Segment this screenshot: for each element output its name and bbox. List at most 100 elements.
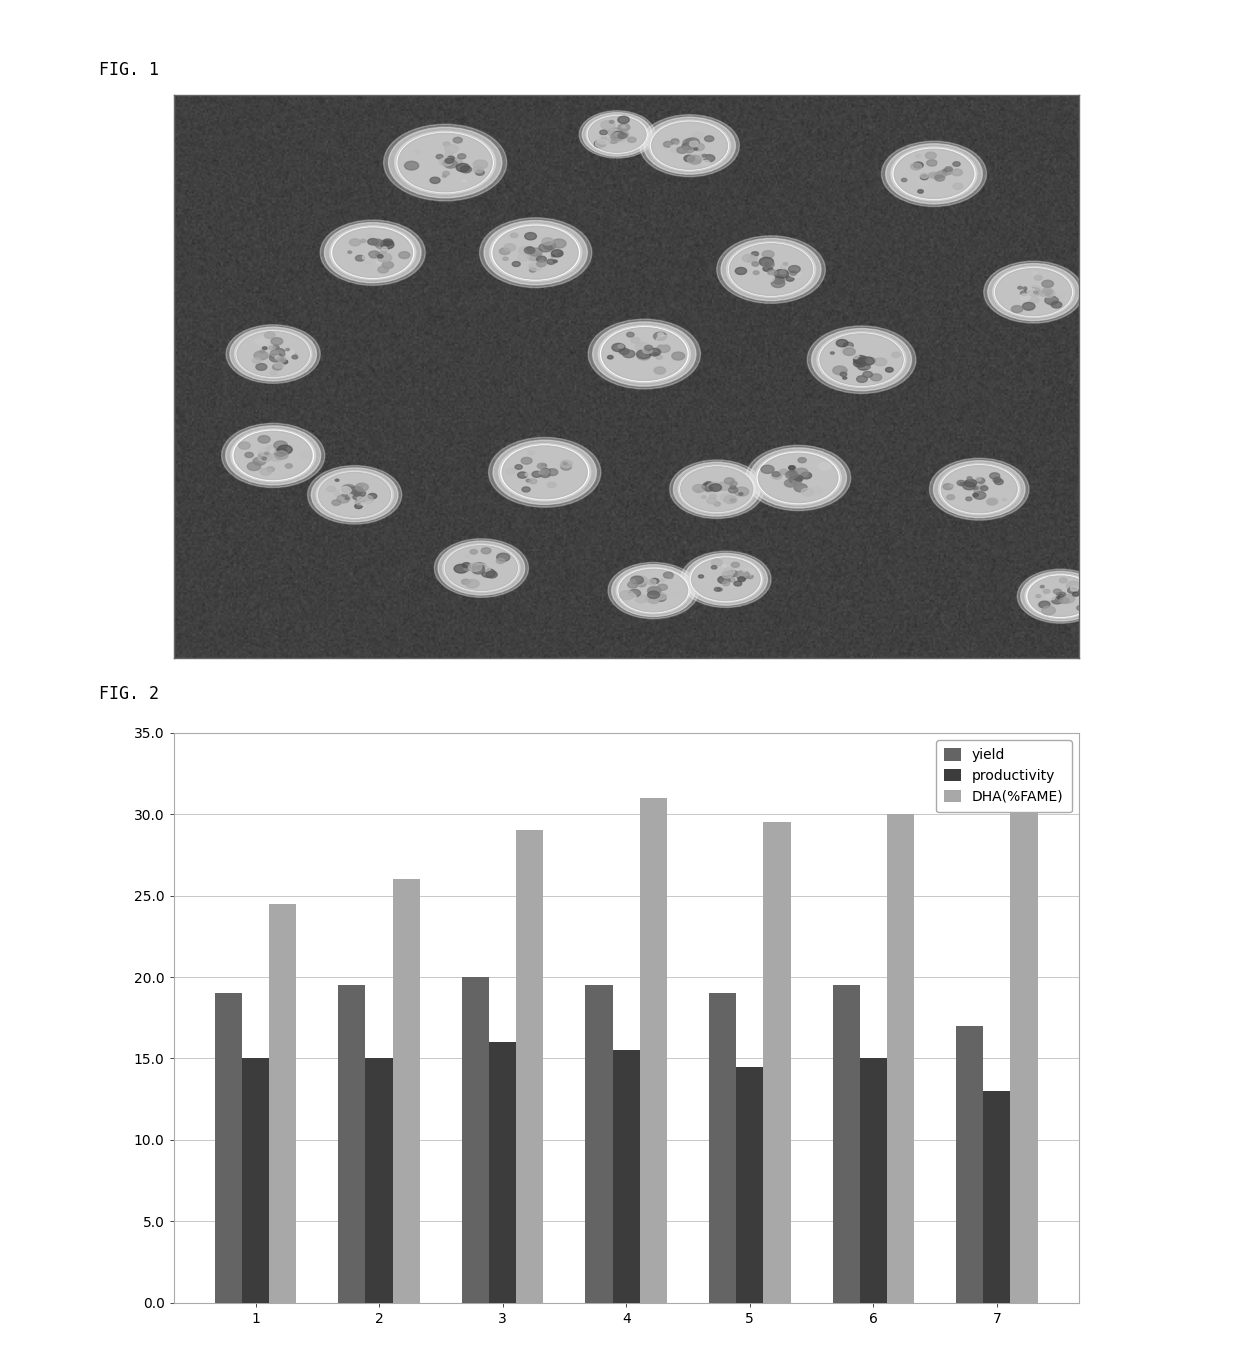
Circle shape	[1003, 498, 1007, 501]
Circle shape	[919, 179, 928, 185]
Circle shape	[255, 455, 259, 456]
Circle shape	[926, 160, 937, 166]
Circle shape	[758, 452, 839, 503]
Bar	[709, 993, 737, 1303]
Circle shape	[1049, 601, 1053, 603]
Circle shape	[723, 578, 730, 582]
Circle shape	[601, 327, 687, 380]
Circle shape	[526, 474, 531, 476]
Circle shape	[382, 247, 387, 250]
Circle shape	[651, 578, 658, 584]
Circle shape	[233, 430, 314, 480]
Circle shape	[1060, 597, 1069, 604]
Circle shape	[267, 467, 274, 472]
Circle shape	[670, 460, 764, 518]
Circle shape	[474, 160, 487, 168]
Circle shape	[771, 280, 785, 288]
Circle shape	[381, 250, 387, 254]
Circle shape	[472, 166, 484, 172]
Circle shape	[910, 163, 921, 170]
Circle shape	[335, 479, 339, 482]
Circle shape	[759, 453, 838, 502]
Circle shape	[682, 142, 693, 149]
Circle shape	[357, 497, 363, 501]
Circle shape	[842, 346, 856, 356]
Circle shape	[693, 484, 706, 493]
Circle shape	[1045, 296, 1058, 304]
Circle shape	[350, 239, 361, 246]
Circle shape	[274, 345, 278, 347]
Bar	[613, 1050, 640, 1303]
Circle shape	[430, 178, 440, 183]
Circle shape	[382, 239, 393, 246]
Circle shape	[269, 346, 275, 350]
Circle shape	[500, 248, 510, 255]
Circle shape	[789, 266, 800, 273]
Circle shape	[285, 349, 289, 350]
Circle shape	[222, 423, 325, 487]
Circle shape	[529, 248, 542, 256]
Circle shape	[377, 255, 383, 258]
Circle shape	[481, 548, 491, 554]
Circle shape	[734, 487, 749, 497]
Circle shape	[557, 252, 563, 255]
Circle shape	[994, 479, 1003, 484]
Circle shape	[476, 565, 487, 571]
Circle shape	[703, 155, 714, 161]
Circle shape	[854, 357, 863, 362]
Circle shape	[388, 128, 502, 198]
Circle shape	[647, 579, 656, 585]
Circle shape	[358, 490, 363, 494]
Circle shape	[646, 353, 650, 356]
Circle shape	[1024, 289, 1030, 292]
Circle shape	[625, 593, 636, 600]
Circle shape	[486, 571, 497, 578]
Circle shape	[503, 244, 516, 251]
Circle shape	[689, 156, 702, 164]
Circle shape	[445, 159, 454, 163]
Circle shape	[642, 347, 652, 354]
Circle shape	[839, 372, 847, 376]
Circle shape	[780, 266, 786, 269]
Circle shape	[642, 350, 647, 353]
Circle shape	[915, 155, 921, 157]
Circle shape	[785, 479, 796, 487]
Circle shape	[528, 464, 536, 468]
Circle shape	[712, 566, 717, 569]
Circle shape	[738, 577, 745, 582]
Circle shape	[270, 455, 278, 460]
Circle shape	[394, 132, 496, 194]
Circle shape	[789, 476, 801, 483]
Circle shape	[456, 163, 470, 172]
Circle shape	[704, 136, 714, 141]
Circle shape	[1078, 586, 1092, 594]
Circle shape	[611, 565, 694, 616]
Circle shape	[285, 350, 294, 356]
Circle shape	[588, 319, 701, 389]
Circle shape	[914, 161, 924, 168]
Circle shape	[501, 445, 589, 499]
Circle shape	[857, 376, 867, 383]
Circle shape	[858, 357, 864, 361]
Circle shape	[790, 472, 794, 475]
Circle shape	[600, 121, 615, 129]
Circle shape	[973, 491, 986, 499]
Circle shape	[807, 326, 916, 394]
Circle shape	[1034, 275, 1042, 281]
Circle shape	[709, 494, 717, 498]
Circle shape	[560, 464, 572, 470]
Circle shape	[608, 137, 619, 144]
Circle shape	[1027, 289, 1037, 294]
Circle shape	[755, 451, 841, 505]
Circle shape	[734, 581, 742, 586]
Circle shape	[988, 263, 1079, 320]
Circle shape	[672, 593, 678, 597]
Circle shape	[656, 335, 671, 345]
Circle shape	[792, 484, 800, 489]
Circle shape	[957, 480, 965, 486]
Circle shape	[463, 179, 466, 182]
Bar	[983, 1091, 1011, 1303]
Circle shape	[987, 498, 998, 505]
Circle shape	[994, 267, 1073, 316]
Circle shape	[718, 577, 730, 584]
